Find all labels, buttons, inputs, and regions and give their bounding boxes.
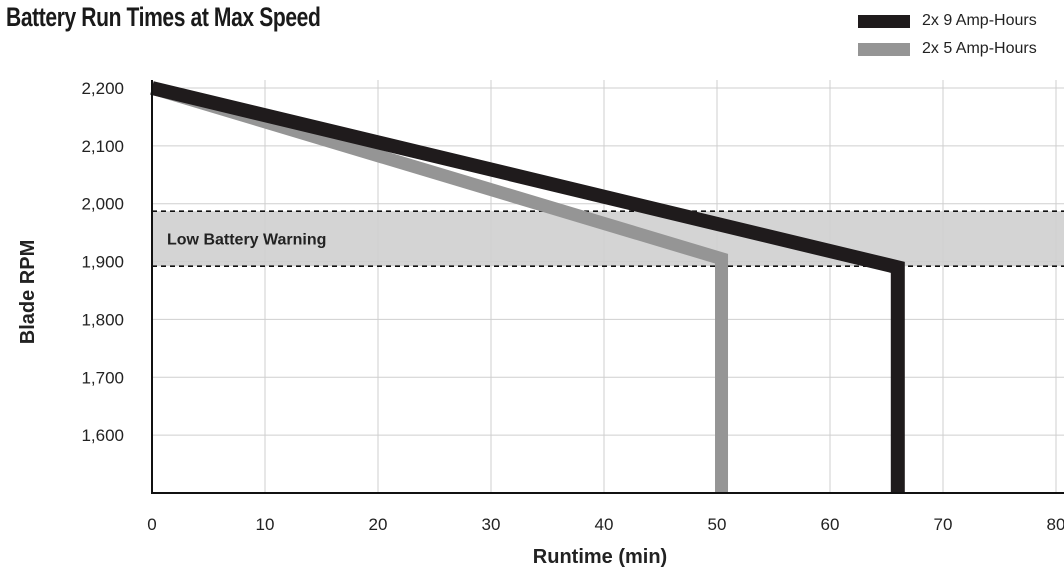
y-tick-label: 2,000 <box>81 195 124 214</box>
y-tick-label: 1,900 <box>81 253 124 272</box>
x-axis-label: Runtime (min) <box>533 546 667 568</box>
x-tick-label: 50 <box>708 515 727 534</box>
x-tick-label: 30 <box>482 515 501 534</box>
x-tick-label: 0 <box>147 515 156 534</box>
legend-swatch-9ah <box>858 14 910 28</box>
legend-item-9ah: 2x 9 Amp-Hours <box>858 10 1037 32</box>
series-line-9ah <box>150 81 905 493</box>
legend-label-9ah: 2x 9 Amp-Hours <box>922 12 1037 29</box>
x-tick-label: 10 <box>256 515 275 534</box>
x-tick-label: 40 <box>595 515 614 534</box>
y-tick-label: 2,200 <box>81 79 124 98</box>
legend-swatch-5ah <box>858 42 910 56</box>
legend-item-5ah: 2x 5 Amp-Hours <box>858 38 1037 60</box>
x-tick-label: 20 <box>369 515 388 534</box>
series-line-5ah <box>150 81 729 493</box>
x-tick-label: 60 <box>821 515 840 534</box>
y-axis-label: Blade RPM <box>17 240 39 344</box>
legend-label-5ah: 2x 5 Amp-Hours <box>922 40 1037 57</box>
y-tick-label: 1,700 <box>81 368 124 387</box>
low-battery-label: Low Battery Warning <box>167 232 326 249</box>
y-tick-label: 1,800 <box>81 310 124 329</box>
chart-title: Battery Run Times at Max Speed <box>6 2 321 32</box>
x-tick-label: 70 <box>934 515 953 534</box>
y-tick-label: 2,100 <box>81 137 124 156</box>
x-tick-label: 80 <box>1047 515 1064 534</box>
y-tick-label: 1,600 <box>81 426 124 445</box>
